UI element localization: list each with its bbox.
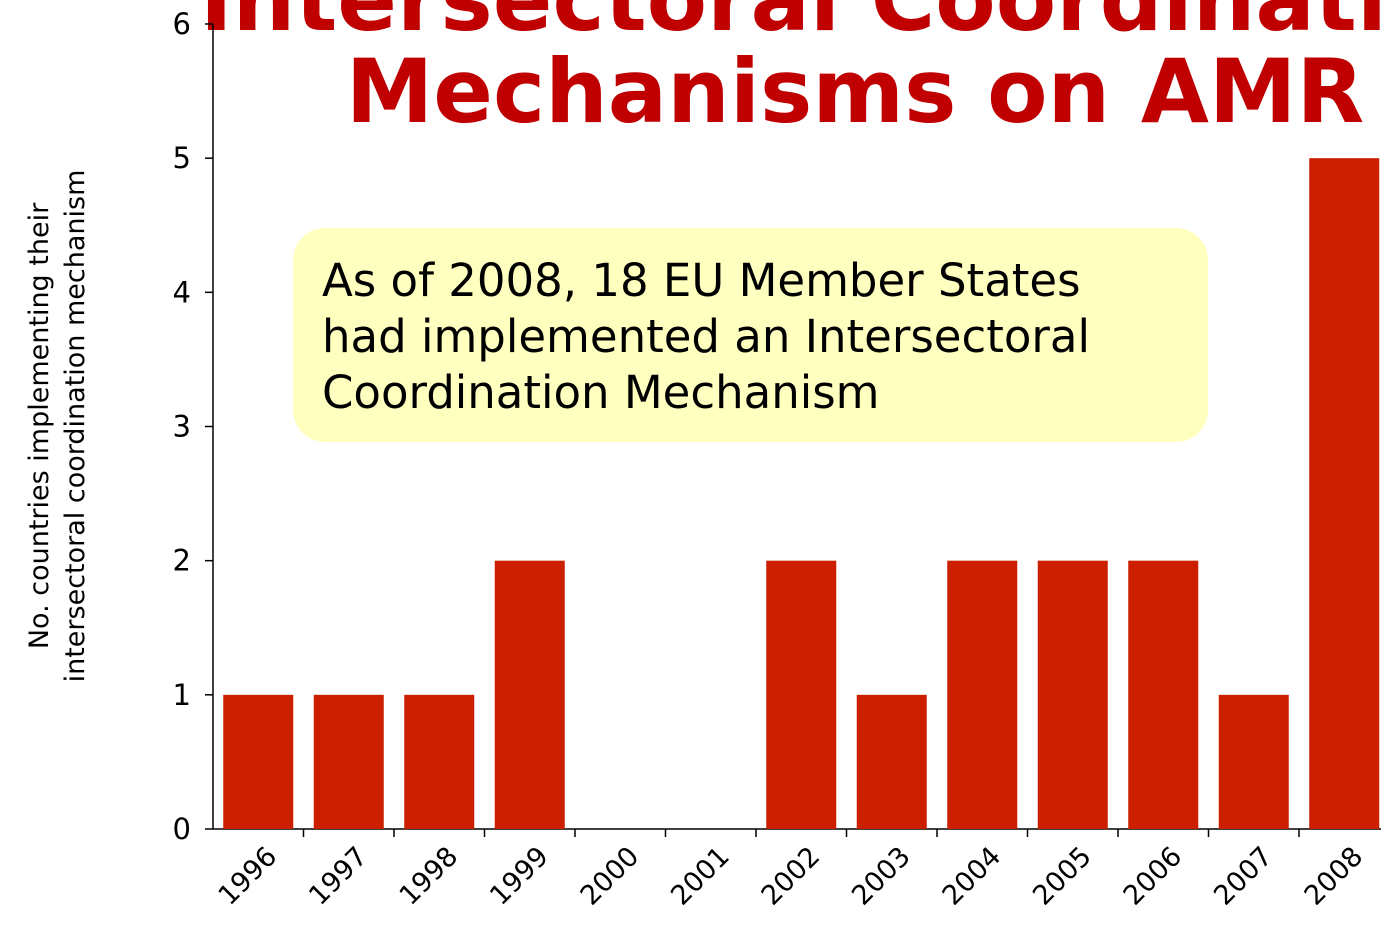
bar — [1218, 694, 1289, 829]
annotation: As of 2008, 18 EU Member States had impl… — [293, 228, 1208, 442]
x-tick-label: 1999 — [484, 841, 555, 912]
bar — [1128, 560, 1199, 829]
chart-title: Intersectoral Coordination — [200, 0, 1381, 51]
x-tick-label: 2002 — [756, 841, 827, 912]
bar — [494, 560, 565, 829]
bar — [947, 560, 1018, 829]
x-tick-label: 1996 — [213, 841, 284, 912]
x-tick-label: 2000 — [575, 841, 646, 912]
bar — [223, 694, 294, 829]
y-axis-label-line: intersectoral coordination mechanism — [60, 170, 91, 683]
x-tick-label: 2007 — [1208, 841, 1279, 912]
bar — [404, 694, 475, 829]
y-tick-label: 5 — [173, 141, 191, 175]
bar — [856, 694, 927, 829]
annotation-box — [293, 228, 1208, 442]
y-axis-label: No. countries implementing their interse… — [24, 170, 91, 683]
y-tick-label: 1 — [173, 678, 191, 712]
x-tick-label: 2003 — [846, 841, 917, 912]
annotation-line: As of 2008, 18 EU Member States — [322, 254, 1081, 307]
x-tick-label: 2006 — [1118, 841, 1189, 912]
x-tick-label: 1998 — [394, 841, 465, 912]
bar — [766, 560, 837, 829]
x-tick-label: 2008 — [1299, 841, 1370, 912]
bar — [1037, 560, 1108, 829]
x-tick-label: 2005 — [1027, 841, 1098, 912]
y-axis-label-line: No. countries implementing their — [24, 202, 55, 649]
x-tick-label: 2001 — [665, 841, 736, 912]
annotation-line: Coordination Mechanism — [322, 366, 880, 419]
y-tick-label: 6 — [173, 7, 191, 41]
bar — [313, 694, 384, 829]
annotation-line: had implemented an Intersectoral — [322, 310, 1090, 363]
y-tick-label: 3 — [173, 410, 191, 444]
y-tick-label: 4 — [173, 275, 191, 309]
bar — [1309, 158, 1380, 829]
x-tick-label: 2004 — [937, 841, 1008, 912]
x-tick-label: 1997 — [303, 841, 374, 912]
chart-title: Mechanisms on AMR — [346, 40, 1365, 143]
y-tick-label: 2 — [173, 544, 191, 578]
y-tick-label: 0 — [173, 812, 191, 846]
